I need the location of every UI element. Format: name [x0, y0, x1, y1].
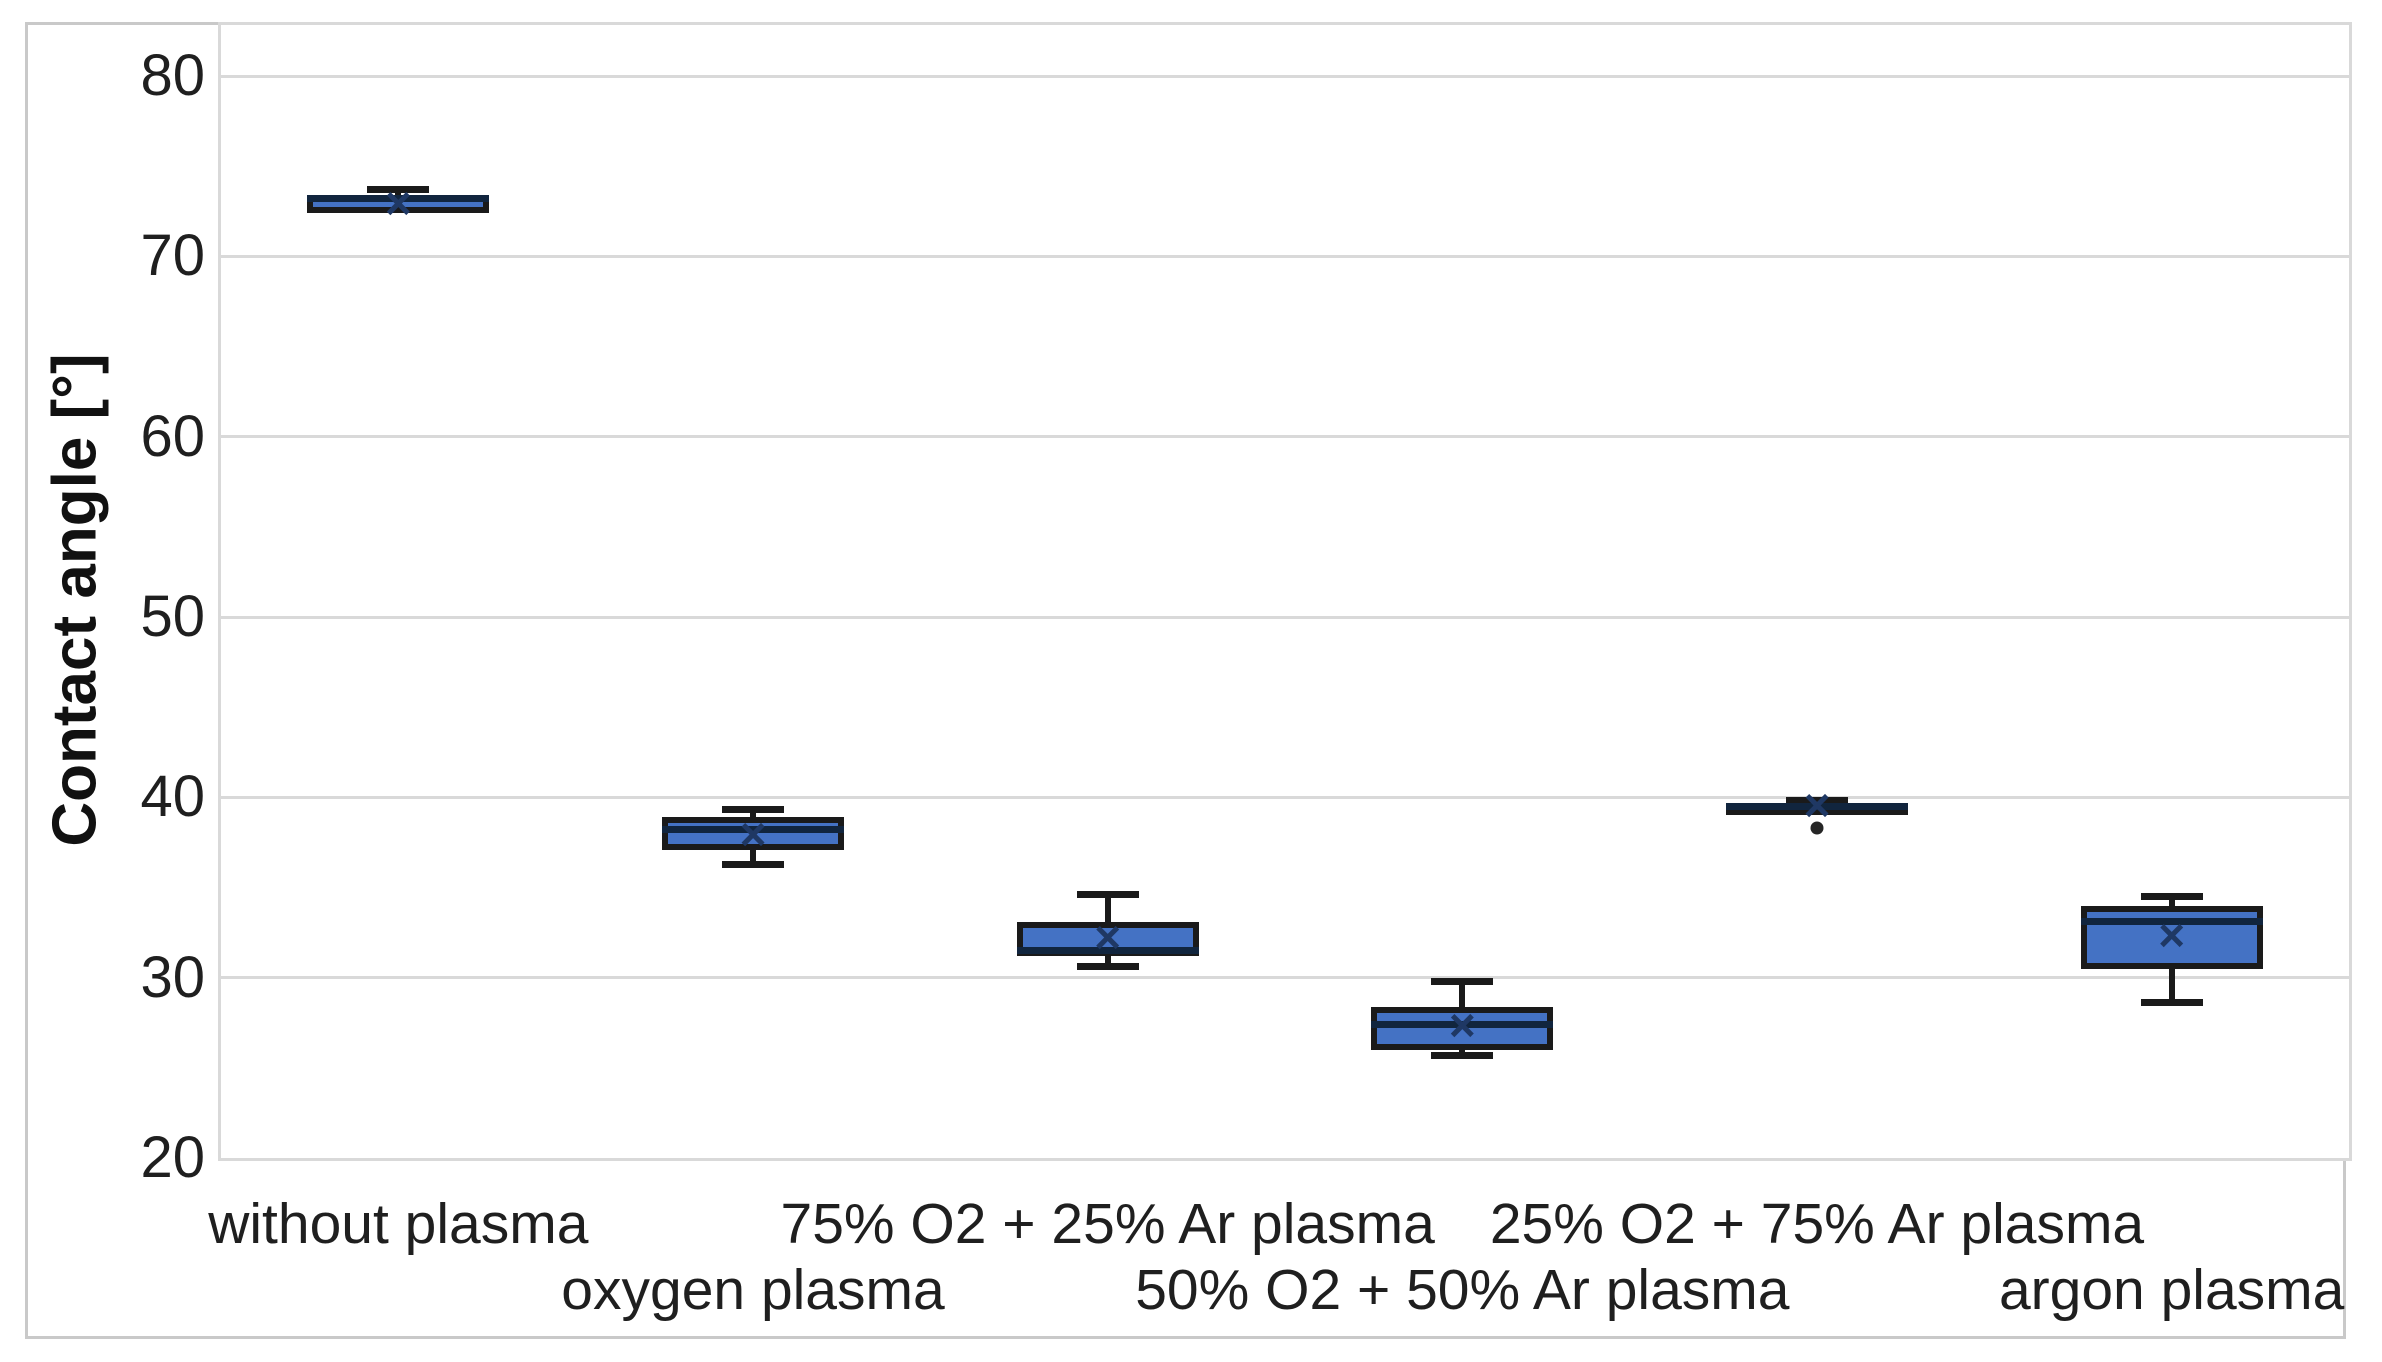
category-label: without plasma: [208, 1192, 589, 1256]
category-label: oxygen plasma: [561, 1258, 945, 1322]
y-tick-label: 50: [140, 584, 205, 650]
y-tick-label: 30: [140, 944, 205, 1010]
lower-whisker-stem: [2168, 968, 2175, 1003]
upper-whisker-cap: [367, 186, 430, 194]
lower-whisker-cap: [1431, 1051, 1494, 1059]
upper-whisker-stem: [2168, 896, 2175, 906]
plot-area: [218, 22, 2352, 1161]
gridline: [221, 74, 2349, 78]
median-line: [1726, 802, 1908, 810]
gridline: [221, 615, 2349, 619]
upper-whisker-stem: [1459, 981, 1466, 1007]
mean-marker: ×: [1803, 779, 1831, 832]
box-rect: [662, 817, 844, 850]
y-axis-title-text: Contact angle [°]: [40, 353, 110, 847]
category-label: 75% O2 + 25% Ar plasma: [780, 1192, 1435, 1256]
y-tick-label: 80: [140, 43, 205, 109]
mean-marker: ×: [1448, 999, 1476, 1052]
category-label: argon plasma: [1998, 1258, 2345, 1322]
gridline: [221, 435, 2349, 439]
upper-whisker-cap: [722, 806, 784, 814]
lower-whisker-stem: [1104, 956, 1111, 967]
y-tick-label: 70: [140, 223, 205, 289]
category-label: 50% O2 + 50% Ar plasma: [1135, 1258, 1790, 1322]
y-tick-label: 20: [140, 1125, 205, 1190]
mean-marker: ×: [739, 808, 767, 861]
upper-whisker-stem: [1104, 894, 1111, 922]
y-tick-label: 40: [140, 764, 205, 830]
gridline: [221, 254, 2349, 258]
median-line: [2080, 918, 2263, 926]
median-line: [1016, 947, 1199, 955]
mean-marker: ×: [1094, 911, 1122, 964]
median-line: [1371, 1021, 1554, 1029]
upper-whisker-stem: [750, 809, 756, 818]
upper-whisker-cap: [1431, 977, 1494, 985]
lower-whisker-cap: [2140, 999, 2203, 1007]
mean-marker: ×: [2158, 909, 2186, 962]
median-line: [307, 195, 490, 203]
mean-marker: ×: [384, 177, 412, 230]
lower-whisker-stem: [750, 849, 756, 865]
lower-whisker-cap: [722, 860, 784, 868]
outlier-dot: [1810, 821, 1824, 835]
y-tick-label: 60: [140, 403, 205, 469]
median-line: [662, 826, 844, 834]
upper-whisker-cap: [2140, 893, 2203, 901]
lower-whisker-cap: [1076, 963, 1139, 971]
category-label: 25% O2 + 75% Ar plasma: [1489, 1192, 2145, 1256]
box-rect: [2080, 905, 2263, 969]
box-rect: [1371, 1006, 1554, 1050]
gridline: [221, 976, 2349, 980]
gridline: [221, 795, 2349, 799]
upper-whisker-cap: [1786, 797, 1848, 805]
upper-whisker-cap: [1076, 891, 1139, 899]
